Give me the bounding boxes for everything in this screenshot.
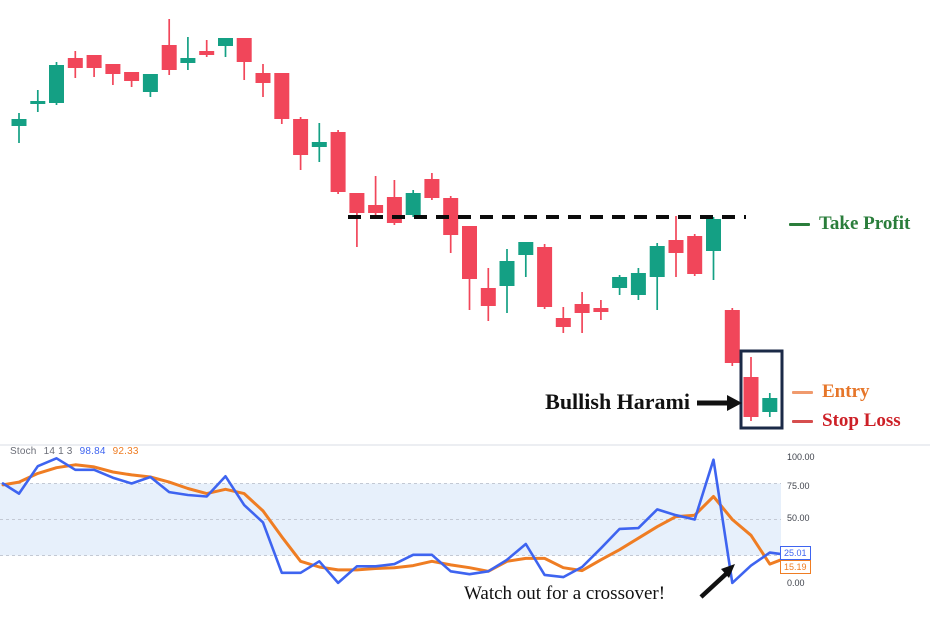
candle-body-up-37: [706, 219, 721, 251]
stoch-axis-label-100.00: 100.00: [787, 452, 815, 462]
candle-body-down-31: [593, 308, 609, 312]
bullish-harami-label: Bullish Harami: [545, 389, 690, 414]
candle-body-down-6: [124, 72, 140, 81]
entry-dash-icon: [792, 390, 813, 394]
stoch-line-K: [1, 457, 783, 585]
candle-body-down-15: [293, 119, 309, 155]
take-profit-dash-icon: [789, 222, 810, 226]
candle-body-down-20: [386, 197, 402, 223]
candle-body-down-13: [255, 73, 271, 83]
stoch-axis-label-0.00: 0.00: [787, 578, 805, 588]
candle-body-down-28: [537, 247, 553, 307]
candle-body-up-32: [612, 277, 628, 288]
stoch-k-value: 98.84: [79, 446, 106, 457]
candle-body-up-1: [30, 101, 46, 104]
stoch-d-value: 92.33: [112, 446, 139, 457]
candle-body-down-19: [368, 205, 384, 213]
candle-body-up-2: [49, 65, 64, 103]
d-last-value-box: 15.19: [780, 560, 811, 574]
candle-body-down-22: [424, 179, 440, 198]
candle-body-down-8: [161, 45, 177, 70]
stoch-axis-label-75.00: 75.00: [787, 481, 810, 491]
candle-body-up-21: [405, 193, 421, 215]
stoch-indicator-name: Stoch: [10, 446, 37, 457]
candle-body-down-25: [480, 288, 496, 306]
candle-body-down-29: [555, 318, 571, 327]
candle-body-down-39: [743, 377, 759, 417]
candle-body-down-36: [687, 236, 703, 274]
stoch-axis-label-50.00: 50.00: [787, 513, 810, 523]
crossover-annotation: Watch out for a crossover!: [464, 583, 666, 604]
candle-body-down-5: [105, 64, 121, 74]
candle-body-up-7: [142, 74, 158, 92]
candle-body-down-23: [443, 198, 459, 235]
candle-body-down-14: [274, 73, 290, 119]
candle-body-up-9: [180, 58, 196, 63]
entry-label: Entry: [822, 381, 870, 402]
candle-body-down-18: [349, 193, 365, 213]
candle-body-down-17: [330, 132, 346, 192]
candle-body-down-30: [574, 304, 590, 313]
candle-body-down-12: [236, 38, 252, 62]
stop-loss-label: Stop Loss: [822, 410, 901, 431]
take-profit-label: Take Profit: [819, 213, 911, 234]
candle-body-up-34: [649, 246, 665, 277]
crossover-arrow-shaft: [699, 572, 728, 599]
candle-body-down-35: [668, 240, 684, 253]
candle-body-up-33: [630, 273, 646, 295]
stop-loss-dash-icon: [792, 419, 813, 423]
candle-body-up-27: [518, 242, 534, 255]
candle-body-down-3: [67, 58, 83, 68]
candle-body-up-40: [762, 398, 778, 412]
harami-arrow-head: [727, 395, 742, 411]
stoch-indicator-legend: Stoch 14 1 3 98.84 92.33: [10, 446, 143, 457]
candle-body-down-4: [86, 55, 102, 68]
crossover-arrow-head: [721, 564, 735, 578]
candle-body-up-0: [11, 119, 27, 126]
stoch-indicator-params: 14 1 3: [43, 446, 73, 457]
bullish-harami-box: [739, 349, 784, 430]
candle-body-down-24: [462, 226, 477, 279]
candle-body-down-10: [199, 51, 215, 55]
candle-body-down-38: [724, 310, 740, 363]
candle-body-up-26: [499, 261, 515, 286]
candle-body-up-16: [311, 142, 327, 147]
stop-loss-legend: Stop Loss: [792, 410, 901, 432]
take-profit-legend: Take Profit: [789, 213, 910, 235]
k-last-value-box: 25.01: [780, 546, 811, 560]
stoch-line-D: [1, 463, 783, 573]
candle-body-up-11: [218, 38, 233, 46]
entry-legend: Entry: [792, 381, 870, 403]
